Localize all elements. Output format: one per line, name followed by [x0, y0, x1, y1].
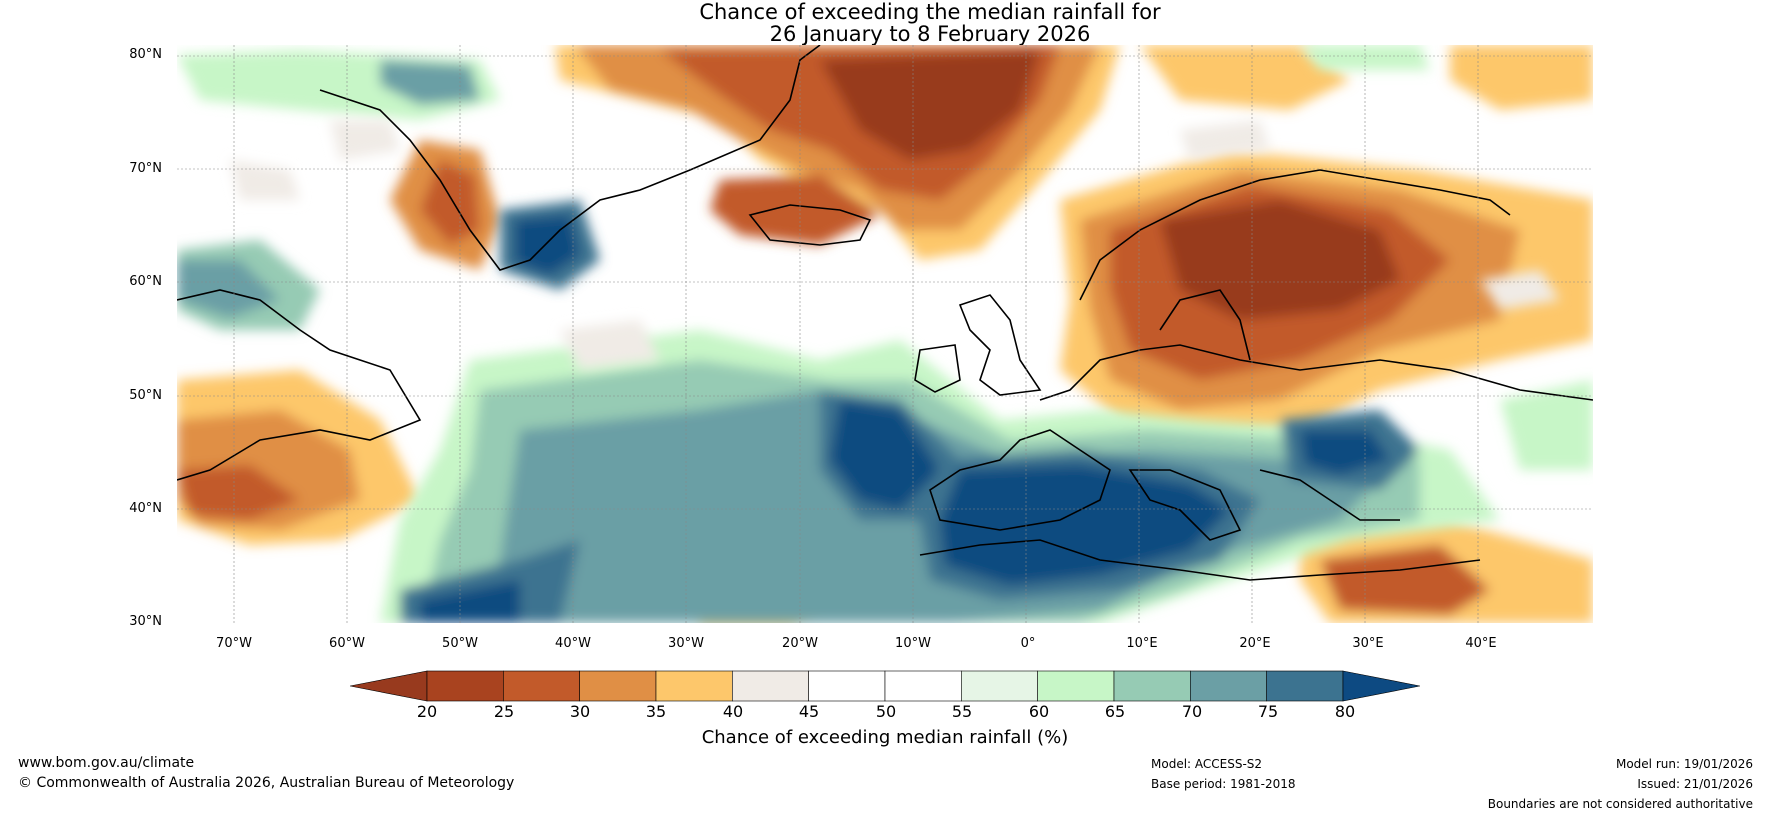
colorbar-cells [426, 670, 1344, 702]
colorbar-tick-80: 80 [1334, 702, 1356, 721]
colorbar-cell [732, 670, 809, 702]
lat-label-30n: 30°N [129, 614, 162, 629]
footer-issued: Issued: 21/01/2026 [1637, 777, 1753, 791]
colorbar-tick-70: 70 [1181, 702, 1203, 721]
lon-label-40w: 40°W [555, 636, 591, 651]
lon-label-20w: 20°W [782, 636, 818, 651]
colorbar-cell [1113, 670, 1191, 702]
colorbar-cell [503, 670, 580, 702]
lon-label-0: 0° [1020, 636, 1036, 651]
colorbar-cell [655, 670, 733, 702]
map-title-line1: Chance of exceeding the median rainfall … [699, 0, 1161, 24]
colorbar-cell [426, 670, 504, 702]
colorbar-cell [884, 670, 962, 702]
colorbar-tick-60: 60 [1028, 702, 1050, 721]
colorbar-cell [1190, 670, 1267, 702]
colorbar-tick-45: 45 [798, 702, 820, 721]
colorbar-label: Chance of exceeding median rainfall (%) [701, 727, 1069, 748]
colorbar-tick-25: 25 [493, 702, 515, 721]
lon-label-60w: 60°W [329, 636, 365, 651]
lon-label-30e: 30°E [1352, 636, 1384, 651]
lon-label-70w: 70°W [216, 636, 252, 651]
colorbar-over-arrow [1342, 670, 1420, 702]
lon-label-10e: 10°E [1126, 636, 1158, 651]
colorbar-cell [1266, 670, 1344, 702]
lat-label-80n: 80°N [129, 47, 162, 62]
colorbar-tick-65: 65 [1104, 702, 1126, 721]
footer-base-period: Base period: 1981-2018 [1151, 777, 1296, 791]
lon-label-40e: 40°E [1465, 636, 1497, 651]
lon-label-50w: 50°W [442, 636, 478, 651]
rainfall-field [177, 45, 1593, 623]
map-title-line2: 26 January to 8 February 2026 [769, 22, 1091, 46]
colorbar-tick-50: 50 [875, 702, 897, 721]
colorbar-tick-75: 75 [1257, 702, 1279, 721]
footer-model-run: Model run: 19/01/2026 [1615, 757, 1753, 771]
colorbar-cell [808, 670, 886, 702]
colorbar-cell [579, 670, 657, 702]
lat-label-70n: 70°N [129, 161, 162, 176]
colorbar-cell [961, 670, 1038, 702]
colorbar-tick-35: 35 [645, 702, 667, 721]
footer-website: www.bom.gov.au/climate [18, 755, 195, 771]
colorbar-cell [1037, 670, 1115, 702]
colorbar-tick-20: 20 [416, 702, 438, 721]
footer-disclaimer: Boundaries are not considered authoritat… [1487, 797, 1753, 811]
lat-label-40n: 40°N [129, 501, 162, 516]
colorbar-tick-40: 40 [722, 702, 744, 721]
lat-label-60n: 60°N [129, 274, 162, 289]
colorbar-under-arrow [350, 670, 428, 702]
lon-label-30w: 30°W [668, 636, 704, 651]
colorbar-tick-30: 30 [569, 702, 591, 721]
footer-copyright: © Commonwealth of Australia 2026, Austra… [18, 775, 515, 791]
footer-model: Model: ACCESS-S2 [1151, 757, 1263, 771]
lon-label-10w: 10°W [895, 636, 931, 651]
lon-label-20e: 20°E [1239, 636, 1271, 651]
colorbar-tick-55: 55 [951, 702, 973, 721]
lat-label-50n: 50°N [129, 388, 162, 403]
colorbar [350, 670, 1420, 702]
